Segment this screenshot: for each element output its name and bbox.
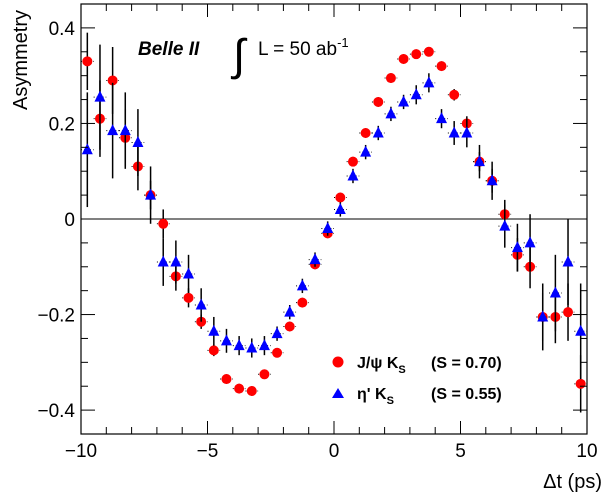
data-point (107, 75, 118, 86)
data-point (411, 49, 422, 60)
data-point (145, 188, 157, 200)
data-point (562, 255, 574, 267)
data-point (271, 327, 283, 339)
data-point (398, 95, 410, 107)
legend: J/ψ KS (S = 0.70) η' KS (S = 0.55) (332, 355, 502, 407)
data-point (233, 339, 245, 351)
data-point (132, 136, 144, 148)
y-tick-label: 0.4 (49, 19, 76, 40)
data-point (347, 156, 358, 167)
data-point (499, 219, 511, 231)
y-tick-label: 0.2 (49, 114, 75, 135)
data-point (385, 107, 397, 119)
data-point (183, 267, 195, 279)
y-tick-label: 0 (64, 210, 75, 231)
data-point (208, 345, 219, 356)
data-point (398, 53, 409, 64)
data-point (360, 128, 371, 138)
data-point (549, 286, 561, 298)
legend-marker-etaprime (332, 388, 344, 398)
data-point (524, 236, 536, 248)
data-point (183, 292, 194, 303)
data-point (157, 255, 169, 267)
data-point (410, 88, 422, 100)
data-point (309, 253, 321, 265)
data-point (82, 56, 93, 67)
data-point (195, 298, 207, 310)
x-tick-label: 10 (576, 441, 597, 462)
data-point (473, 155, 485, 167)
data-point (436, 112, 448, 124)
legend-label-jpsi: J/ψ KS (S = 0.70) (357, 355, 502, 376)
data-point (372, 126, 384, 138)
data-point (575, 324, 587, 336)
data-point (423, 46, 434, 57)
series-etaprime-ks (81, 44, 587, 380)
data-point (259, 369, 270, 380)
data-point (94, 90, 106, 102)
x-axis-title: Δt (ps) (543, 471, 602, 493)
y-tick-label: −0.2 (37, 306, 75, 327)
data-point (537, 310, 549, 322)
data-point (221, 374, 232, 385)
data-point (158, 218, 169, 229)
y-axis-title: Asymmetry (10, 10, 32, 110)
luminosity-value: L = 50 ab (258, 39, 337, 60)
data-point (322, 222, 334, 234)
data-point (334, 202, 346, 214)
data-point (486, 174, 498, 186)
x-tick-label: −10 (65, 441, 97, 462)
data-point (575, 378, 586, 389)
x-tick-label: 0 (329, 441, 340, 462)
data-point (347, 169, 359, 181)
data-point (119, 124, 131, 136)
luminosity-exponent: -1 (337, 35, 349, 50)
data-point (563, 307, 574, 318)
experiment-banner: Belle II ∫ L = 50 ab-1 (138, 31, 349, 80)
data-point (234, 383, 245, 394)
data-point (220, 334, 232, 346)
data-point (511, 241, 523, 253)
data-points-layer (81, 32, 587, 413)
data-point (436, 61, 447, 72)
data-point (385, 73, 396, 84)
data-point (81, 143, 93, 155)
data-point (208, 324, 220, 336)
x-tick-label: 5 (455, 441, 466, 462)
x-tick-label: −5 (197, 441, 219, 462)
data-point (246, 341, 258, 353)
data-point (246, 386, 257, 396)
data-point (272, 347, 283, 358)
data-point (448, 126, 460, 138)
data-point (449, 89, 460, 100)
legend-marker-jpsi (332, 356, 344, 368)
data-point (284, 305, 296, 317)
experiment-name: Belle II (138, 39, 200, 60)
data-point (284, 321, 295, 332)
data-point (296, 279, 308, 291)
legend-label-etaprime: η' KS (S = 0.55) (357, 386, 502, 407)
data-point (423, 76, 435, 88)
data-point (335, 192, 346, 203)
integral-sign: ∫ (230, 31, 248, 80)
y-tick-label: −0.4 (37, 401, 75, 422)
data-point (297, 297, 308, 308)
data-point (258, 339, 270, 351)
data-point (461, 126, 473, 138)
data-point (373, 96, 384, 107)
data-point (107, 124, 119, 136)
data-point (170, 255, 182, 267)
data-point (360, 145, 372, 157)
luminosity-text: L = 50 ab-1 (258, 35, 349, 60)
axis-ticks-layer: −10 −5 0 5 10 −0.4 −0.2 0 0.2 0.4 (37, 3, 598, 462)
